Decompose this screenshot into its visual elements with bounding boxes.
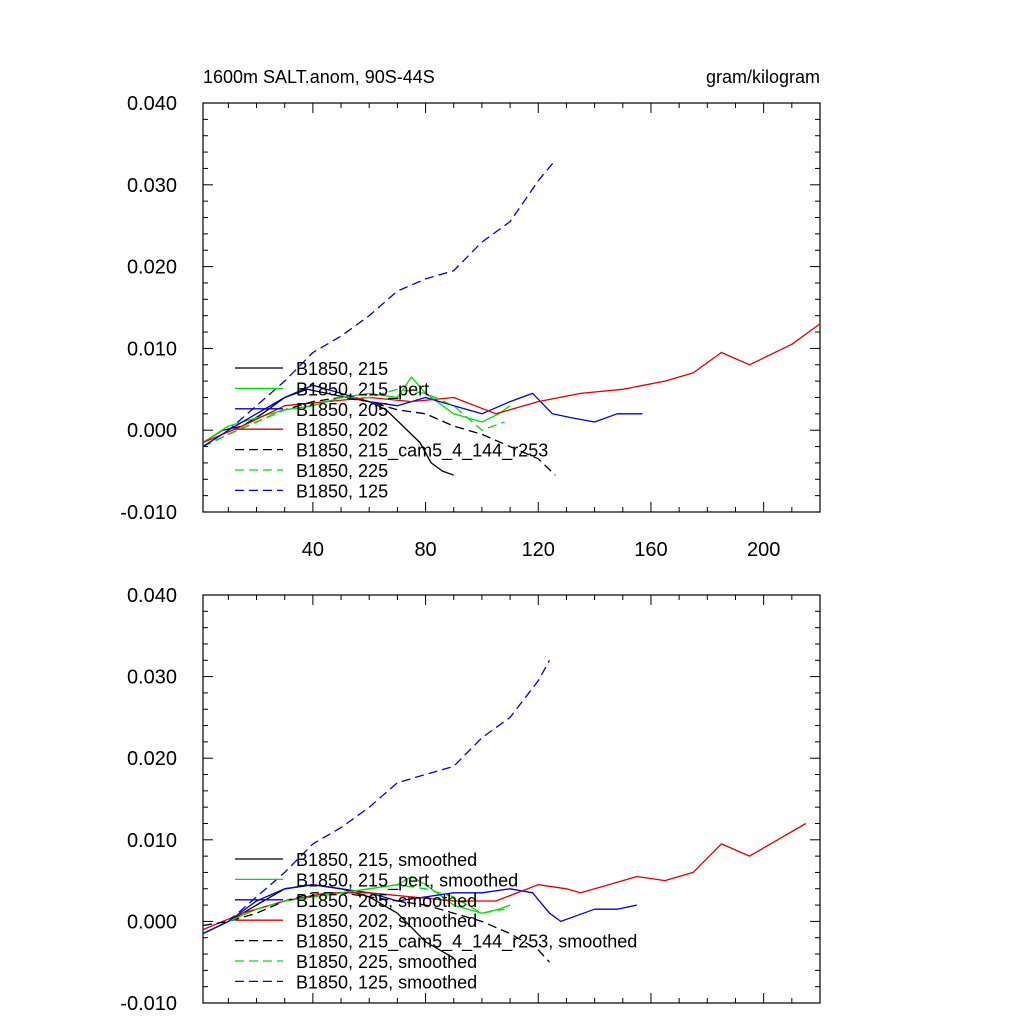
series-line xyxy=(202,892,550,963)
legend-label: B1850, 205 xyxy=(296,400,388,420)
x-tick-label: 40 xyxy=(302,539,324,561)
y-tick-label: -0.010 xyxy=(120,502,177,524)
series-line xyxy=(202,323,821,444)
y-tick-label: 0.020 xyxy=(127,257,177,279)
legend-label: B1850, 125 xyxy=(296,481,388,501)
x-tick-label: 200 xyxy=(747,539,780,561)
y-tick-label: 0.040 xyxy=(127,93,177,115)
y-tick-label: 0.000 xyxy=(127,420,177,442)
legend-label: B1850, 215_cam5_4_144_r253 xyxy=(296,441,548,462)
series-line xyxy=(202,884,505,935)
legend-label: B1850, 125, smoothed xyxy=(296,972,477,992)
y-tick-label: 0.040 xyxy=(127,585,177,607)
series-line xyxy=(202,388,454,476)
bottom-panel: -0.010 0.000 0.010 0.020 0.030 0.040 B1850, 21… xyxy=(120,585,821,1015)
plot-frame xyxy=(202,594,821,1004)
series-line xyxy=(202,659,551,935)
legend-label: B1850, 225, smoothed xyxy=(296,952,477,972)
legend-label: B1850, 215, smoothed xyxy=(296,850,477,870)
top-panel: -0.010 0.000 0.010 0.020 0.030 0.040 40 80 120 16… xyxy=(120,93,821,561)
series-line xyxy=(202,388,505,448)
legend-label: B1850, 215_cam5_4_144_r253, smoothed xyxy=(296,932,637,953)
y-tick-label: 0.010 xyxy=(127,830,177,852)
y-tick-label: 0.000 xyxy=(127,911,177,933)
legend-label: B1850, 205, smoothed xyxy=(296,891,477,911)
plot-frame xyxy=(202,102,821,513)
y-tick-label: 0.030 xyxy=(127,667,177,689)
chart-units: gram/kilogram xyxy=(706,67,820,87)
legend-label: B1850, 215 xyxy=(296,359,388,379)
chart-title: 1600m SALT.anom, 90S-44S xyxy=(203,67,435,87)
y-tick-label: -0.010 xyxy=(120,993,177,1015)
y-tick-label: 0.020 xyxy=(127,748,177,770)
legend-label: B1850, 202 xyxy=(296,420,388,440)
series-line xyxy=(202,384,643,448)
x-tick-label: 160 xyxy=(634,539,667,561)
legend-label: B1850, 225 xyxy=(296,461,388,481)
x-tick-label: 80 xyxy=(414,539,436,561)
y-tick-label: 0.010 xyxy=(127,338,177,360)
legend-label: B1850, 215_pert, smoothed xyxy=(296,870,518,891)
series-line xyxy=(202,884,638,935)
x-tick-label: 120 xyxy=(522,539,555,561)
legend-label: B1850, 202, smoothed xyxy=(296,911,477,931)
series-line xyxy=(202,159,556,448)
legend-label: B1850, 215_pert xyxy=(296,379,429,400)
y-tick-label: 0.030 xyxy=(127,175,177,197)
